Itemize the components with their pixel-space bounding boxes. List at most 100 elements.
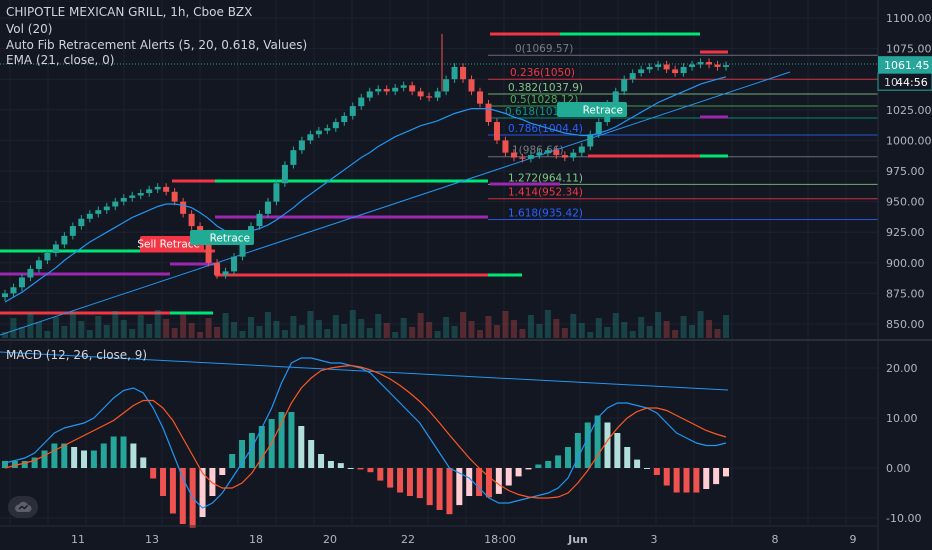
- tradingview-logo-icon[interactable]: [8, 496, 38, 518]
- price-tick-label: 1075.00: [886, 43, 932, 56]
- volume-bar: [171, 328, 178, 338]
- macd-histogram-bar: [634, 459, 641, 468]
- signal-badge: [140, 236, 204, 251]
- volume-bar: [358, 319, 365, 338]
- candle-body: [646, 66, 653, 70]
- macd-tick-label: 0.00: [886, 462, 911, 475]
- macd-histogram-bar: [584, 422, 591, 468]
- macd-histogram-bar: [505, 468, 512, 486]
- macd-histogram-bar: [308, 440, 315, 468]
- candle-body: [468, 79, 475, 92]
- volume-bar: [468, 321, 475, 338]
- ema-polyline: [4, 76, 727, 303]
- macd-histogram-bar: [337, 463, 344, 468]
- candle-body: [663, 64, 670, 70]
- macd-histogram-bar: [673, 468, 680, 493]
- macd-histogram-bar: [41, 450, 48, 468]
- candle-body: [18, 277, 25, 288]
- volume-bar: [723, 315, 729, 338]
- macd-histogram-bar: [525, 468, 532, 470]
- macd-trendline: [0, 351, 729, 391]
- volume-bar: [451, 326, 458, 338]
- volume-bar: [10, 318, 17, 338]
- candle-body: [214, 262, 221, 276]
- volume-bar: [697, 311, 704, 338]
- volume-bar: [706, 320, 713, 338]
- macd-histogram-bar: [594, 415, 601, 468]
- candle-body: [163, 186, 170, 192]
- fib-level-label: 1.272(964.11): [508, 172, 583, 184]
- time-tick-label: 22: [401, 533, 415, 546]
- candle-body: [256, 213, 263, 227]
- price-tick-label: 900.00: [886, 257, 925, 270]
- fib-level-label: 0.786(1004.4): [508, 123, 583, 135]
- candle-body: [222, 271, 229, 276]
- volume-bar: [2, 332, 8, 338]
- macd-histogram-bar: [347, 468, 354, 469]
- candle-body: [324, 128, 331, 131]
- indicator-volume[interactable]: Vol (20): [6, 22, 53, 36]
- macd-histogram-bar: [485, 468, 492, 498]
- volume-bar: [95, 316, 102, 338]
- candle-body: [629, 73, 636, 80]
- macd-histogram-bar: [495, 468, 502, 494]
- volume-bar: [392, 332, 399, 338]
- volume-bar: [400, 318, 407, 338]
- volume-bar: [536, 324, 543, 338]
- macd-lines: [4, 357, 727, 509]
- volume-bar: [561, 328, 568, 338]
- volume-bar: [154, 310, 161, 338]
- candle-body: [536, 152, 543, 156]
- volume-bar: [426, 322, 433, 338]
- candle-body: [205, 244, 212, 263]
- volume-bar: [18, 327, 25, 338]
- volume-bar: [35, 322, 42, 338]
- candle-body: [612, 91, 619, 104]
- macd-histogram-bar: [653, 468, 660, 475]
- candle-body: [706, 62, 713, 65]
- fib-level-label: 0.382(1037.9): [508, 82, 583, 94]
- candle-body: [561, 155, 568, 158]
- signal-label: Retrace: [583, 105, 623, 117]
- volume-bar: [281, 330, 288, 338]
- time-tick-label: 3: [651, 533, 658, 546]
- last-price-badge: [878, 56, 932, 74]
- macd-histogram-bar: [416, 468, 423, 499]
- macd-histogram-bar: [140, 457, 147, 468]
- volume-bar: [188, 323, 195, 338]
- time-tick-label: 20: [323, 533, 337, 546]
- macd-histogram-bar: [357, 468, 364, 470]
- indicator-fib[interactable]: Auto Fib Retracement Alerts (5, 20, 0.61…: [6, 38, 308, 52]
- volume-bar: [595, 318, 602, 338]
- volume-bar: [137, 315, 144, 338]
- macd-histogram-bar: [663, 468, 670, 486]
- volume-bar: [417, 313, 424, 338]
- macd-histogram-bar: [604, 422, 611, 468]
- macd-histogram-bar: [179, 468, 186, 524]
- cloud-icon: [15, 501, 32, 512]
- volume-bar: [578, 323, 585, 338]
- macd-histogram-bar: [51, 443, 58, 468]
- volume-bars: [2, 310, 729, 338]
- candle-body: [298, 140, 305, 151]
- candle-body: [553, 150, 560, 156]
- indicator-macd[interactable]: MACD (12, 26, close, 9): [6, 348, 148, 362]
- candle-body: [502, 140, 509, 153]
- price-tick-label: 875.00: [886, 287, 925, 300]
- volume-bar: [315, 320, 322, 338]
- macd-histogram-bar: [456, 468, 463, 506]
- macd-histogram-bar: [515, 468, 522, 477]
- indicator-ema[interactable]: EMA (21, close, 0): [6, 53, 115, 67]
- candle-body: [52, 244, 59, 254]
- signal-labels: Sell Retrace Retrace Retrace: [137, 102, 627, 251]
- macd-histogram-bar: [288, 412, 295, 468]
- macd-histogram-bar: [219, 468, 226, 475]
- candle-body: [417, 91, 424, 97]
- macd-histogram-bar: [298, 426, 305, 468]
- macd-histogram-bar: [614, 433, 621, 468]
- macd-histogram-bar: [2, 461, 8, 468]
- signal-polyline: [4, 364, 727, 499]
- candle-body: [281, 164, 288, 184]
- macd-histogram-bar: [436, 468, 443, 510]
